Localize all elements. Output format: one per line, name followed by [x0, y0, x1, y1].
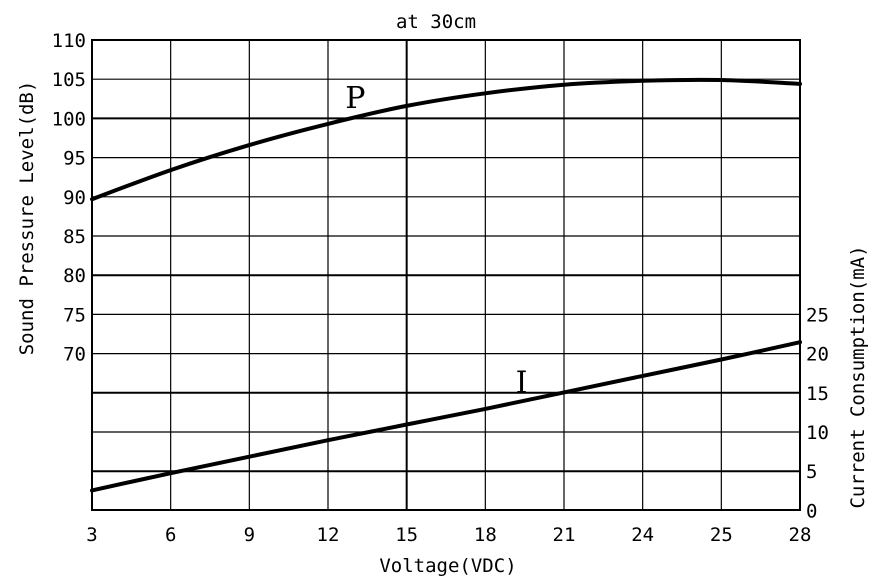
y-left-tick-label: 100	[52, 108, 86, 130]
x-axis-label: Voltage(VDC)	[379, 555, 516, 577]
series-line-i	[90, 340, 802, 493]
y-left-tick-label: 110	[52, 30, 86, 52]
x-tick-label: 9	[244, 524, 255, 546]
x-tick-label: 18	[474, 524, 497, 546]
y-right-tick-label: 15	[806, 383, 829, 405]
chart-title: at 30cm	[396, 11, 476, 33]
y-right-tick-label: 20	[806, 344, 829, 366]
y-left-tick-label: 85	[63, 226, 86, 248]
plot-frame	[91, 39, 801, 511]
grid	[91, 39, 801, 511]
y-right-tick-label: 5	[806, 461, 817, 483]
x-tick-label: 12	[317, 524, 340, 546]
y-left-tick-label: 70	[63, 344, 86, 366]
series-line-p	[90, 77, 802, 202]
y-left-tick-label: 105	[52, 69, 86, 91]
series-label-p: P	[345, 81, 365, 116]
x-tick-label: 24	[631, 524, 654, 546]
x-tick-label: 15	[395, 524, 418, 546]
x-tick-label: 28	[789, 524, 812, 546]
series-label-i: I	[516, 366, 528, 401]
y-right-tick-label: 0	[806, 500, 817, 522]
y-right-tick-label: 25	[806, 304, 829, 326]
series-layer: PI	[90, 77, 802, 493]
y-axis-label-right: Current Consumption(mA)	[847, 245, 869, 508]
x-tick-label: 21	[553, 524, 576, 546]
y-axis-label-left: Sound Pressure Level(dB)	[16, 81, 38, 356]
x-tick-label: 25	[710, 524, 733, 546]
y-left-tick-label: 75	[63, 304, 86, 326]
x-tick-label: 6	[165, 524, 176, 546]
x-tick-label: 3	[86, 524, 97, 546]
y-left-tick-label: 95	[63, 148, 86, 170]
y-left-tick-label: 90	[63, 187, 86, 209]
tick-labels: 3 6 9 12 15 18 21 24 25 2811010510095908580757025…	[52, 30, 829, 546]
y-left-tick-label: 80	[63, 265, 86, 287]
y-right-tick-label: 10	[806, 422, 829, 444]
